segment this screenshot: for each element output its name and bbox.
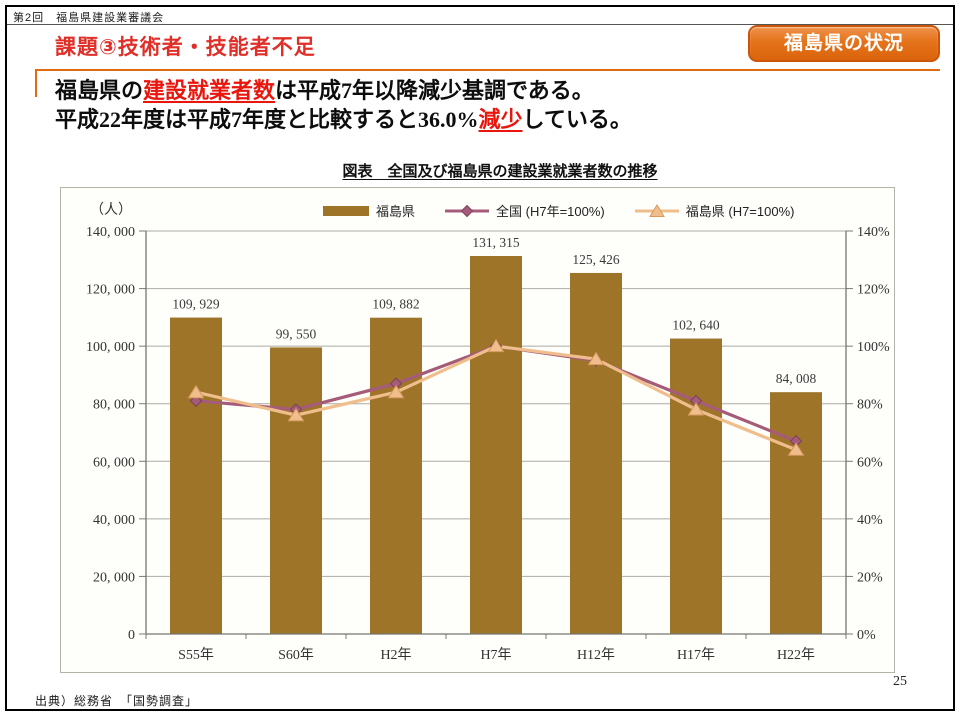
summary-text: は平成7年以降減少基調である。	[275, 78, 594, 103]
svg-text:99, 550: 99, 550	[276, 326, 317, 341]
page-number: 25	[893, 674, 907, 689]
page-title: 課題③技術者・技能者不足	[55, 36, 316, 59]
svg-text:S60年: S60年	[278, 647, 314, 663]
summary-text: している。	[522, 107, 632, 132]
svg-text:120, 000: 120, 000	[86, 283, 135, 298]
legend-line-diamond-swatch	[445, 204, 490, 217]
accent-corner-tick	[35, 69, 37, 97]
svg-text:140, 000: 140, 000	[86, 225, 135, 240]
svg-text:20%: 20%	[857, 570, 883, 585]
accent-divider	[35, 69, 940, 71]
summary-line-2: 平成22年度は平成7年度と比較すると36.0%減少している。	[55, 105, 632, 134]
summary-text: 平成22年度は平成7年度と比較すると36.0%	[55, 107, 479, 132]
summary-block: 福島県の建設就業者数は平成7年以降減少基調である。 平成22年度は平成7年度と比…	[55, 76, 632, 134]
chart-plot: 109, 929 99, 550 109, 882 131, 315 125, 426 1…	[86, 202, 890, 663]
svg-text:H2年: H2年	[380, 647, 411, 663]
svg-text:H7年: H7年	[480, 647, 511, 663]
slide-border	[5, 5, 955, 711]
legend-bar-swatch	[323, 205, 369, 216]
svg-text:100%: 100%	[857, 340, 890, 355]
chart-legend: 福島県 全国 (H7年=100%) 福島県 (H7=100%)	[323, 201, 794, 220]
svg-text:131, 315: 131, 315	[472, 235, 520, 250]
svg-text:109, 882: 109, 882	[372, 297, 419, 312]
svg-text:80, 000: 80, 000	[93, 398, 135, 413]
svg-text:0%: 0%	[857, 628, 876, 643]
svg-text:H12年: H12年	[577, 647, 615, 663]
legend-label: 福島県	[376, 204, 416, 219]
legend-label: 福島県 (H7=100%)	[685, 204, 795, 219]
meeting-title: 第2回 福島県建設業審議会	[13, 12, 165, 24]
svg-text:0: 0	[128, 628, 135, 643]
svg-text:60%: 60%	[857, 455, 883, 470]
svg-text:40%: 40%	[857, 513, 883, 528]
svg-text:S55年: S55年	[178, 647, 214, 663]
legend-item: 福島県	[323, 201, 415, 220]
svg-text:84, 008: 84, 008	[776, 371, 817, 386]
svg-text:109, 929: 109, 929	[172, 297, 220, 312]
svg-text:120%: 120%	[857, 283, 890, 298]
legend-item: 全国 (H7年=100%)	[445, 201, 605, 220]
summary-text: 福島県の	[55, 78, 144, 103]
svg-text:140%: 140%	[857, 225, 890, 240]
svg-text:H22年: H22年	[777, 647, 815, 663]
svg-text:（人）: （人）	[90, 202, 132, 218]
chart: 109, 929 99, 550 109, 882 131, 315 125, 426 1…	[60, 187, 895, 673]
svg-text:40, 000: 40, 000	[93, 513, 135, 528]
chart-title: 図表 全国及び福島県の建設業就業者数の推移	[342, 163, 658, 180]
svg-text:100, 000: 100, 000	[86, 340, 135, 355]
header-divider	[7, 24, 953, 25]
summary-highlight: 減少	[478, 107, 523, 132]
svg-text:H17年: H17年	[677, 647, 715, 663]
summary-highlight: 建設就業者数	[143, 78, 276, 103]
legend-label: 全国 (H7年=100%)	[496, 204, 605, 219]
svg-text:80%: 80%	[857, 398, 883, 413]
svg-text:20, 000: 20, 000	[93, 570, 135, 585]
legend-item: 福島県 (H7=100%)	[634, 201, 795, 220]
svg-text:102, 640: 102, 640	[672, 318, 720, 333]
summary-line-1: 福島県の建設就業者数は平成7年以降減少基調である。	[55, 76, 632, 105]
svg-text:60, 000: 60, 000	[93, 455, 135, 470]
svg-text:125, 426: 125, 426	[572, 252, 620, 267]
status-badge: 福島県の状況	[748, 25, 940, 62]
source-note: 出典）総務省 「国勢調査」	[35, 694, 199, 708]
legend-line-triangle-swatch	[634, 203, 679, 217]
